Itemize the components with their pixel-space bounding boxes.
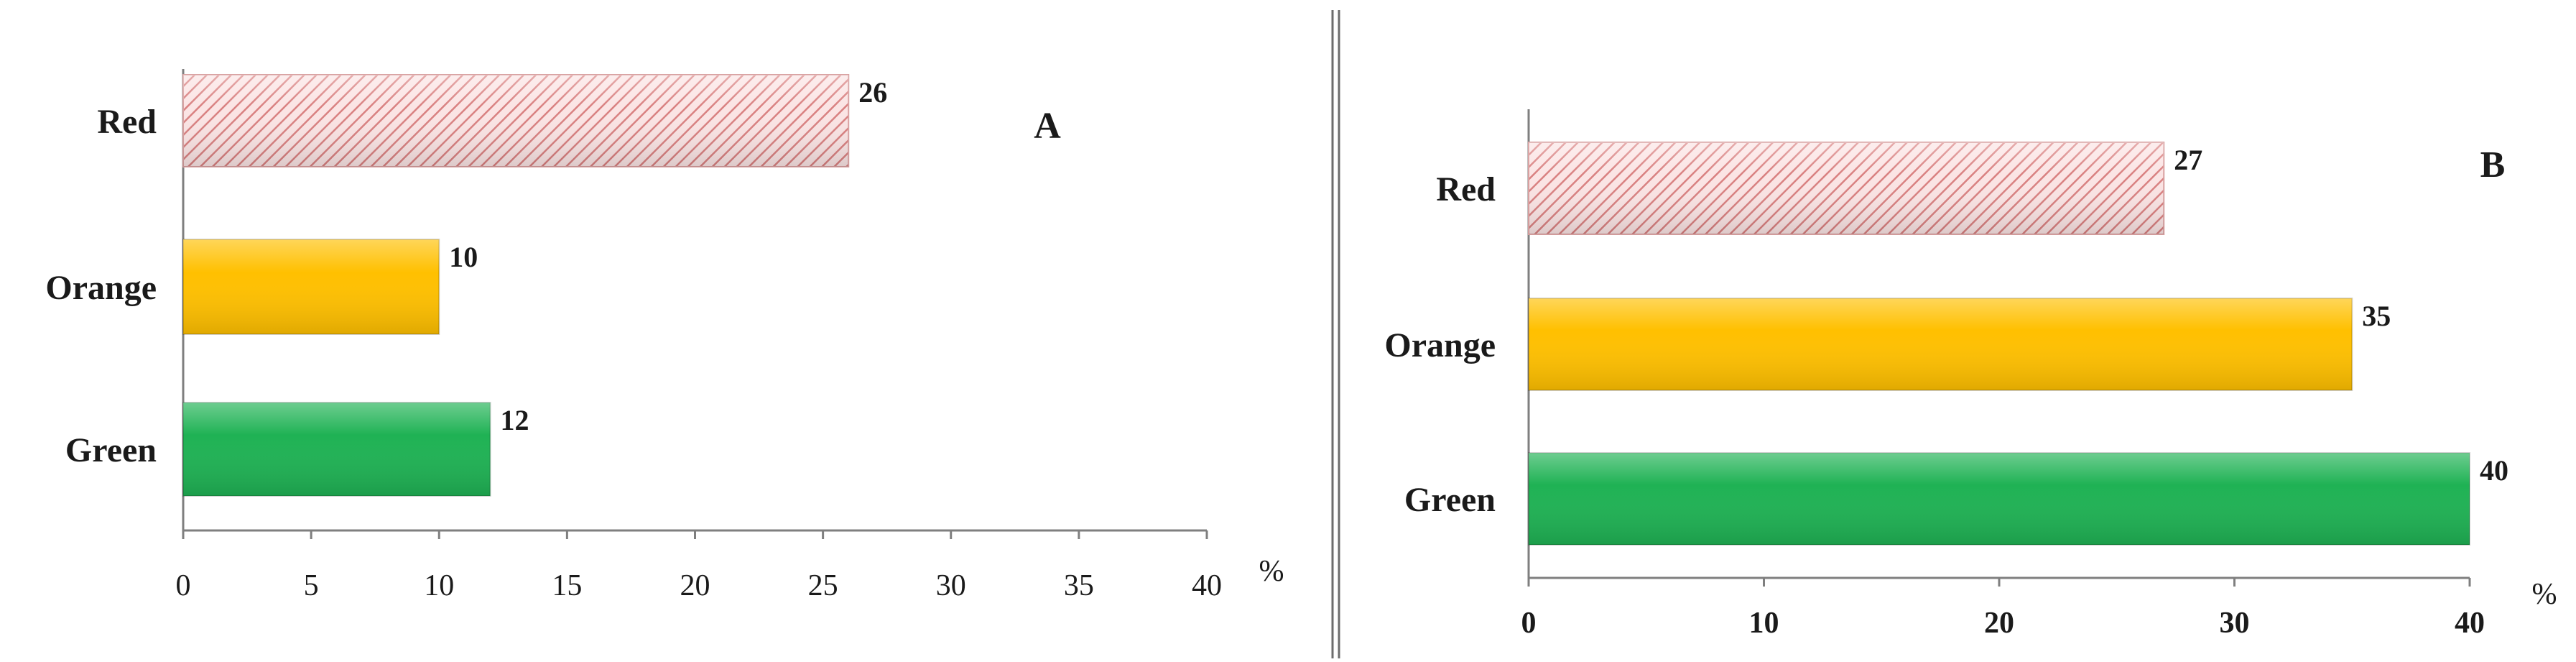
panel-label: A	[1034, 106, 1061, 147]
category-label: Orange	[1384, 326, 1496, 364]
category-label: Green	[1404, 481, 1496, 519]
category-label: Red	[1436, 170, 1496, 208]
x-tick-label: 35	[1064, 569, 1094, 602]
bar-shading	[183, 403, 491, 496]
chart-panel-b: 0 10 20 30 40 Red 27 Orange 35 Green 40 B%	[1384, 109, 2557, 640]
x-tick-label: 25	[808, 569, 838, 602]
x-tick-label: 40	[2455, 607, 2485, 640]
unit-label: %	[2532, 578, 2557, 611]
category-label: Orange	[45, 269, 157, 307]
x-tick-label: 15	[552, 569, 582, 602]
x-tick-label: 30	[936, 569, 966, 602]
value-label: 40	[2480, 454, 2508, 487]
x-tick-label: 10	[1749, 607, 1779, 640]
value-label: 12	[501, 404, 529, 436]
x-tick-label: 20	[1984, 607, 2014, 640]
panel-label: B	[2480, 144, 2506, 185]
bar-shading	[1529, 142, 2164, 234]
x-tick-label: 0	[1521, 607, 1537, 640]
value-label: 26	[858, 76, 887, 109]
x-tick-label: 20	[680, 569, 710, 602]
bar-shading	[183, 75, 849, 167]
bar-shading	[1529, 298, 2353, 390]
chart-panel-a: 0 5 10 15 20 25 30 35 40 Red 26 Orange 10 Green 12 A%	[45, 69, 1284, 602]
value-label: 35	[2362, 300, 2391, 332]
unit-label: %	[1259, 555, 1284, 588]
x-tick-label: 10	[424, 569, 454, 602]
x-tick-label: 30	[2220, 607, 2250, 640]
category-label: Red	[97, 103, 157, 141]
x-tick-label: 0	[176, 569, 191, 602]
x-tick-label: 40	[1192, 569, 1222, 602]
category-label: Green	[65, 431, 157, 469]
bar-shading	[183, 239, 440, 334]
value-label: 10	[449, 241, 478, 273]
x-tick-label: 5	[304, 569, 319, 602]
value-label: 27	[2174, 144, 2202, 176]
bar-shading	[1529, 453, 2470, 545]
